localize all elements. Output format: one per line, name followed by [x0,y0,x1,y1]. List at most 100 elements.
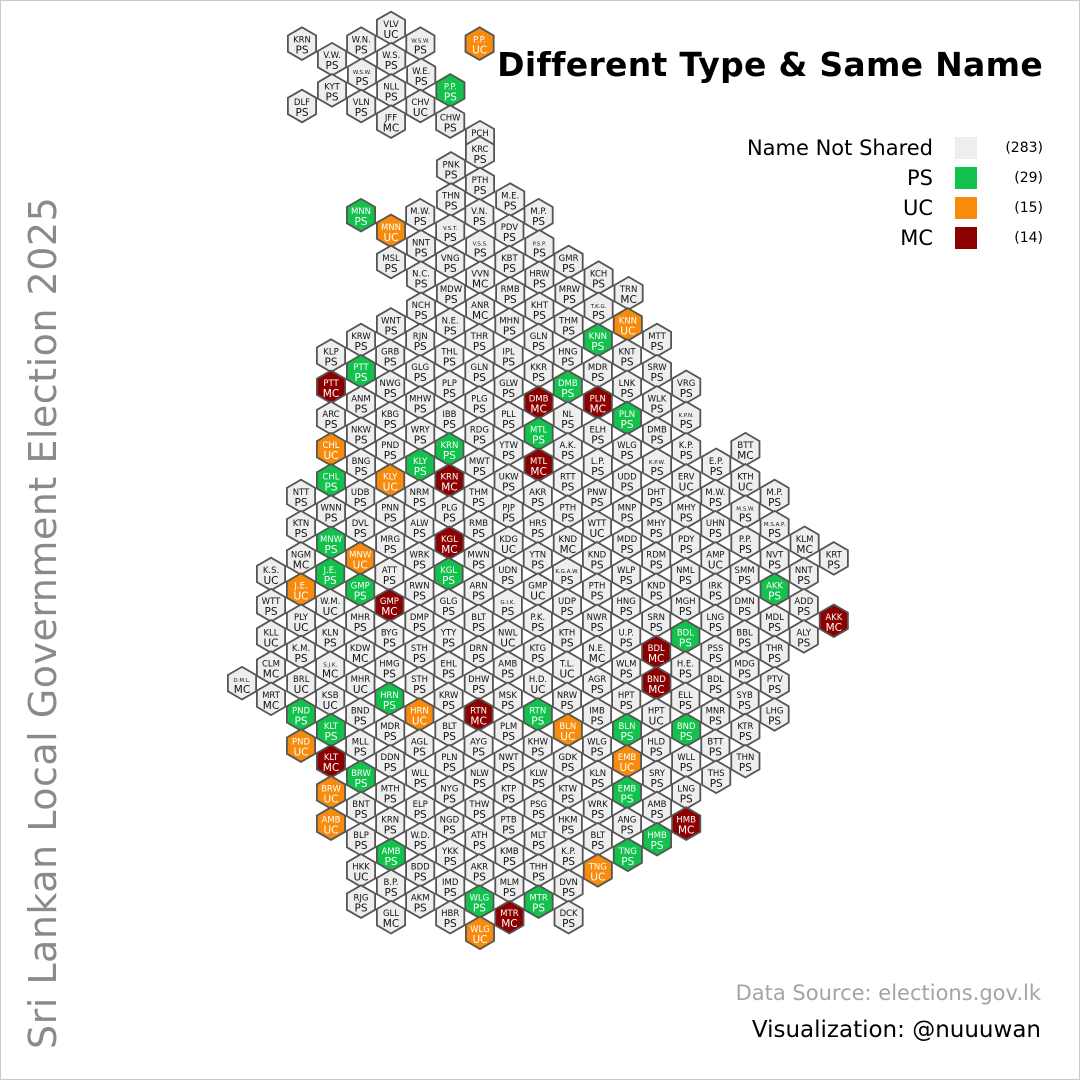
hex-name-label: BTT [707,738,724,748]
hex-name-label: HLD [647,738,665,748]
hex-type-label: PS [592,279,605,291]
hex-name-label: TNG [588,862,607,872]
hex-he-ps: H.E.PS [670,650,701,685]
hex-type-label: PS [414,216,427,228]
hex-type-label: PS [325,731,338,743]
hex-name-label: PND [292,738,310,748]
hex-name-label: V.W. [323,51,341,61]
hex-name-label: M.P. [530,207,547,217]
hex-name-label: PDV [501,223,519,233]
hex-name-label: MTL [530,457,548,467]
hex-name-label: AYG [470,738,487,748]
hex-name-label: MWN [468,550,490,560]
hex-name-label: DMN [734,597,754,607]
hex-name-label: THN [441,192,460,202]
hex-type-label: PS [384,825,397,837]
hex-name-label: KTN [293,519,309,529]
hex-name-label: THL [440,348,458,358]
hex-type-label: PS [354,622,367,634]
hex-type-label: UC [383,29,398,41]
hex-name-label: WLG [470,925,490,935]
hex-type-label: PS [354,591,367,603]
hex-name-label: W.E. [412,67,430,77]
hex-type-label: PS [532,435,545,447]
hex-name-label: GMP [351,582,370,592]
hex-name-label: KDG [499,535,518,545]
hex-type-label: PS [621,856,634,868]
hex-vss-ps: V.S.S.PS [465,229,496,264]
hex-type-label: UC [413,107,428,119]
hex-type-label: PS [561,388,574,400]
hex-type-label: PS [591,466,604,478]
hex-type-label: PS [354,747,367,759]
hex-name-label: THR [470,332,489,342]
hex-name-label: P.P. [473,36,486,46]
hex-name-label: MLT [531,831,548,841]
hex-type-label: UC [619,762,634,774]
hex-name-label: T.L. [559,660,574,670]
hex-type-label: MC [796,544,812,556]
hex-type-label: PS [738,669,751,681]
hex-type-label: PS [650,497,663,509]
hex-kp-ps: K.P.PS [553,837,584,873]
hex-type-label: PS [504,201,517,213]
hex-name-label: HMG [379,660,399,670]
hex-type-label: PS [355,107,368,119]
hex-type-label: PS [502,357,515,369]
hex-type-label: PS [325,357,338,369]
hex-type-label: PS [679,669,692,681]
hex-type-label: MC [530,466,546,478]
hex-name-label: V.S.S. [473,241,489,247]
hex-name-label: WNN [320,504,341,514]
hex-msap-ps: M.S.A.P.PS [759,509,790,545]
hex-type-label: PS [384,450,397,462]
hex-type-label: UC [353,684,368,696]
hex-type-label: PS [591,809,604,821]
hex-type-label: PS [443,357,456,369]
hex-type-label: MC [293,559,309,571]
hex-type-label: PS [444,325,457,337]
hex-name-label: S.J.K. [323,663,337,669]
hex-name-label: KSB [322,691,339,701]
hex-name-label: UDD [617,472,637,482]
hex-name-label: W.M. [320,597,340,607]
hex-name-label: YTY [440,628,457,638]
hex-name-label: K.G.A.W. [555,569,579,575]
hex-type-label: UC [293,747,308,759]
hex-name-label: PLG [471,394,487,404]
hex-name-label: HPT [648,706,666,716]
hex-type-label: PS [710,778,723,790]
hex-type-label: PS [502,825,515,837]
hex-type-label: PS [651,435,664,447]
hex-type-label: PS [445,201,458,213]
